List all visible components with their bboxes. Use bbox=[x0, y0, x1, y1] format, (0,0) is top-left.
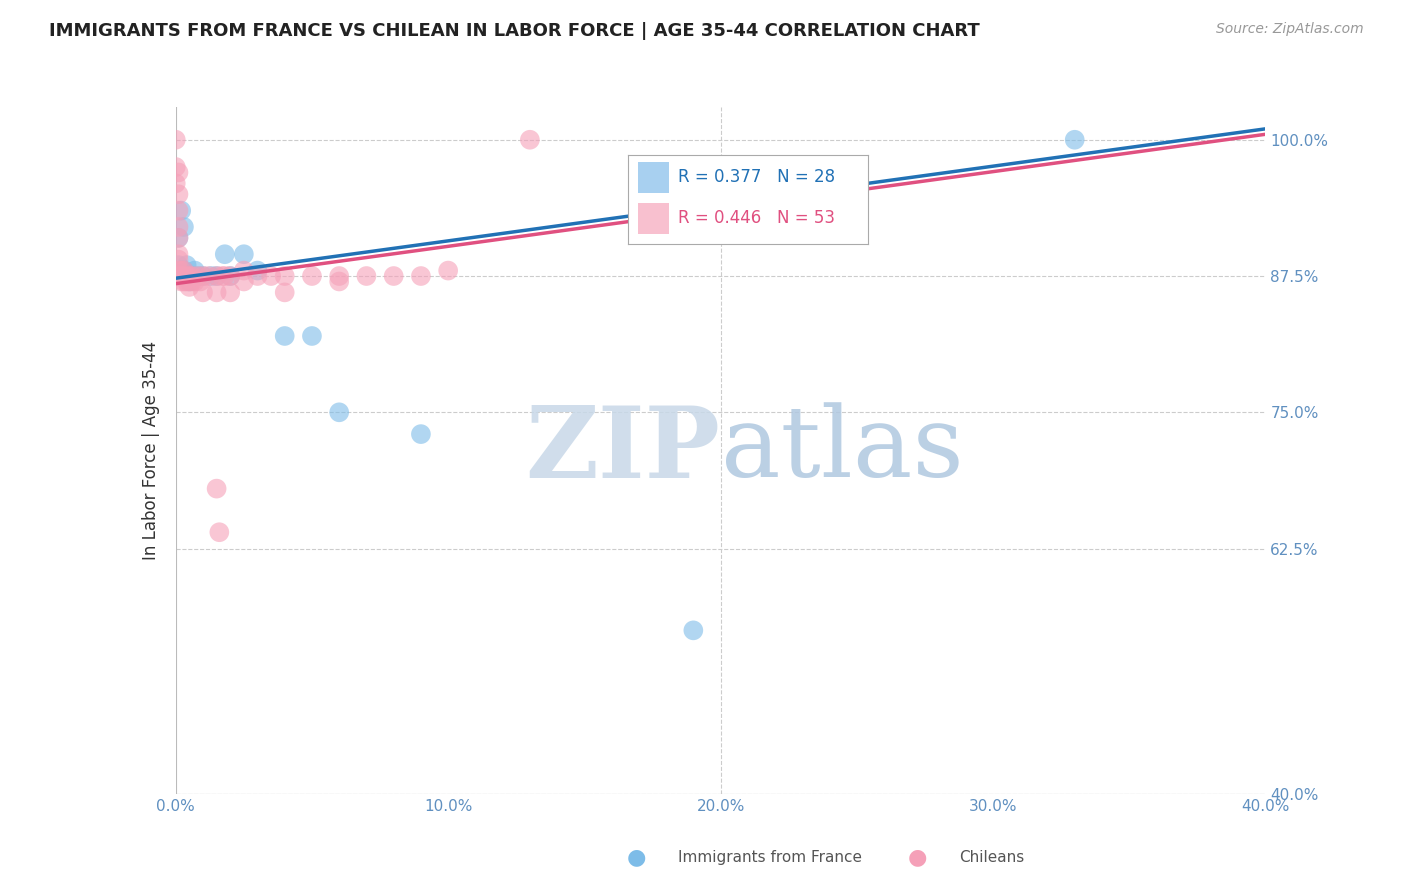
Point bbox=[173, 263, 195, 277]
Point bbox=[219, 285, 242, 300]
Point bbox=[301, 268, 323, 283]
Point bbox=[173, 268, 195, 283]
Text: Source: ZipAtlas.com: Source: ZipAtlas.com bbox=[1216, 22, 1364, 37]
Point bbox=[186, 268, 209, 283]
Point bbox=[165, 268, 187, 283]
Point bbox=[170, 203, 193, 218]
Point bbox=[219, 268, 242, 283]
Text: atlas: atlas bbox=[721, 402, 963, 499]
Text: Immigrants from France: Immigrants from France bbox=[678, 850, 862, 865]
Point bbox=[274, 285, 297, 300]
Point bbox=[181, 275, 204, 289]
Point bbox=[197, 268, 219, 283]
Point bbox=[167, 187, 190, 202]
Point bbox=[165, 177, 187, 191]
Point bbox=[211, 268, 233, 283]
Point bbox=[260, 268, 283, 283]
Point bbox=[191, 285, 214, 300]
Y-axis label: In Labor Force | Age 35-44: In Labor Force | Age 35-44 bbox=[142, 341, 160, 560]
Point bbox=[176, 258, 198, 272]
Point bbox=[170, 275, 193, 289]
Text: Chileans: Chileans bbox=[960, 850, 1025, 865]
Point bbox=[179, 268, 201, 283]
Text: ZIP: ZIP bbox=[526, 402, 721, 499]
Point bbox=[167, 203, 190, 218]
Point bbox=[1063, 133, 1085, 147]
Point bbox=[167, 165, 190, 179]
Point bbox=[186, 268, 209, 283]
Point bbox=[179, 275, 201, 289]
Point bbox=[219, 268, 242, 283]
Point bbox=[274, 329, 297, 343]
Bar bbox=[637, 162, 669, 193]
Point bbox=[179, 275, 201, 289]
Point bbox=[179, 280, 201, 294]
Point bbox=[173, 219, 195, 234]
Point bbox=[246, 263, 269, 277]
Point bbox=[170, 268, 193, 283]
Point bbox=[301, 329, 323, 343]
Point bbox=[356, 268, 378, 283]
Text: R = 0.377   N = 28: R = 0.377 N = 28 bbox=[678, 169, 835, 186]
Point bbox=[232, 263, 254, 277]
Point bbox=[205, 268, 228, 283]
Point bbox=[170, 263, 193, 277]
Point bbox=[184, 263, 207, 277]
Point bbox=[409, 268, 432, 283]
Point bbox=[232, 247, 254, 261]
Point bbox=[214, 247, 236, 261]
Point bbox=[170, 263, 193, 277]
Point bbox=[167, 219, 190, 234]
Point bbox=[205, 285, 228, 300]
Point bbox=[274, 268, 297, 283]
Point bbox=[167, 252, 190, 267]
Bar bbox=[637, 203, 669, 234]
Point bbox=[246, 268, 269, 283]
Point bbox=[409, 427, 432, 442]
Point bbox=[165, 133, 187, 147]
Point bbox=[167, 268, 190, 283]
Point bbox=[188, 275, 211, 289]
Point bbox=[176, 268, 198, 283]
Point bbox=[165, 160, 187, 174]
Point bbox=[682, 624, 704, 638]
Point bbox=[232, 275, 254, 289]
Point bbox=[181, 268, 204, 283]
Point bbox=[184, 275, 207, 289]
Point bbox=[205, 268, 228, 283]
Point bbox=[167, 258, 190, 272]
Text: ●: ● bbox=[908, 847, 927, 868]
Point bbox=[167, 231, 190, 245]
Point bbox=[167, 247, 190, 261]
Point bbox=[181, 268, 204, 283]
Point bbox=[382, 268, 405, 283]
Point bbox=[437, 263, 460, 277]
Point bbox=[176, 268, 198, 283]
Point bbox=[328, 268, 350, 283]
Text: R = 0.446   N = 53: R = 0.446 N = 53 bbox=[678, 209, 835, 227]
Point bbox=[191, 268, 214, 283]
Point bbox=[176, 275, 198, 289]
Point bbox=[328, 405, 350, 419]
Text: IMMIGRANTS FROM FRANCE VS CHILEAN IN LABOR FORCE | AGE 35-44 CORRELATION CHART: IMMIGRANTS FROM FRANCE VS CHILEAN IN LAB… bbox=[49, 22, 980, 40]
Point bbox=[328, 275, 350, 289]
Point bbox=[173, 268, 195, 283]
Text: ●: ● bbox=[627, 847, 645, 868]
Point bbox=[200, 268, 222, 283]
Point bbox=[173, 275, 195, 289]
Point bbox=[519, 133, 541, 147]
Point bbox=[167, 263, 190, 277]
Point bbox=[205, 482, 228, 496]
Point bbox=[173, 263, 195, 277]
Point bbox=[214, 268, 236, 283]
Point bbox=[208, 525, 231, 540]
Point bbox=[191, 268, 214, 283]
Point bbox=[167, 231, 190, 245]
Point bbox=[179, 268, 201, 283]
